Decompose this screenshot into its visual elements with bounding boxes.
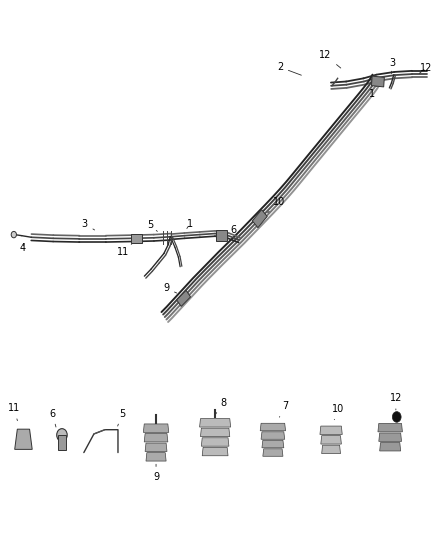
Polygon shape <box>377 423 402 432</box>
Bar <box>252 209 267 228</box>
Bar <box>131 233 141 243</box>
Text: 10: 10 <box>332 404 344 419</box>
Text: 7: 7 <box>279 401 288 417</box>
Text: 1: 1 <box>186 219 192 229</box>
Text: 6: 6 <box>49 409 56 427</box>
Text: 1: 1 <box>368 86 376 99</box>
Polygon shape <box>261 432 284 439</box>
Polygon shape <box>378 433 401 441</box>
Bar <box>216 230 226 241</box>
Polygon shape <box>143 424 168 432</box>
Text: 12: 12 <box>318 51 340 68</box>
Polygon shape <box>321 445 340 454</box>
Polygon shape <box>145 443 166 451</box>
Polygon shape <box>201 438 228 446</box>
Text: 5: 5 <box>147 220 157 231</box>
Text: 4: 4 <box>19 244 25 253</box>
Text: 8: 8 <box>215 398 226 415</box>
Text: 6: 6 <box>223 225 236 236</box>
Bar <box>57 435 66 450</box>
Circle shape <box>57 429 67 441</box>
Text: 2: 2 <box>276 62 300 75</box>
Polygon shape <box>261 440 283 448</box>
Polygon shape <box>262 449 283 456</box>
Bar <box>371 76 384 87</box>
Polygon shape <box>319 426 342 434</box>
Text: 9: 9 <box>152 464 159 482</box>
Polygon shape <box>320 435 341 444</box>
Polygon shape <box>144 433 167 442</box>
Polygon shape <box>260 423 285 431</box>
Text: 12: 12 <box>418 63 431 74</box>
Polygon shape <box>14 429 32 449</box>
Text: 9: 9 <box>162 284 177 293</box>
Text: 11: 11 <box>8 403 20 421</box>
Text: 5: 5 <box>117 409 125 426</box>
Circle shape <box>392 411 400 422</box>
Circle shape <box>11 231 16 238</box>
Text: 3: 3 <box>81 219 94 230</box>
Polygon shape <box>146 453 166 461</box>
Polygon shape <box>379 442 400 451</box>
Text: 11: 11 <box>117 244 132 257</box>
Polygon shape <box>200 428 229 437</box>
Text: 3: 3 <box>389 59 395 74</box>
Polygon shape <box>199 418 230 427</box>
Bar <box>176 290 190 306</box>
Text: 10: 10 <box>267 197 285 213</box>
Text: 12: 12 <box>389 393 401 410</box>
Polygon shape <box>202 447 227 456</box>
